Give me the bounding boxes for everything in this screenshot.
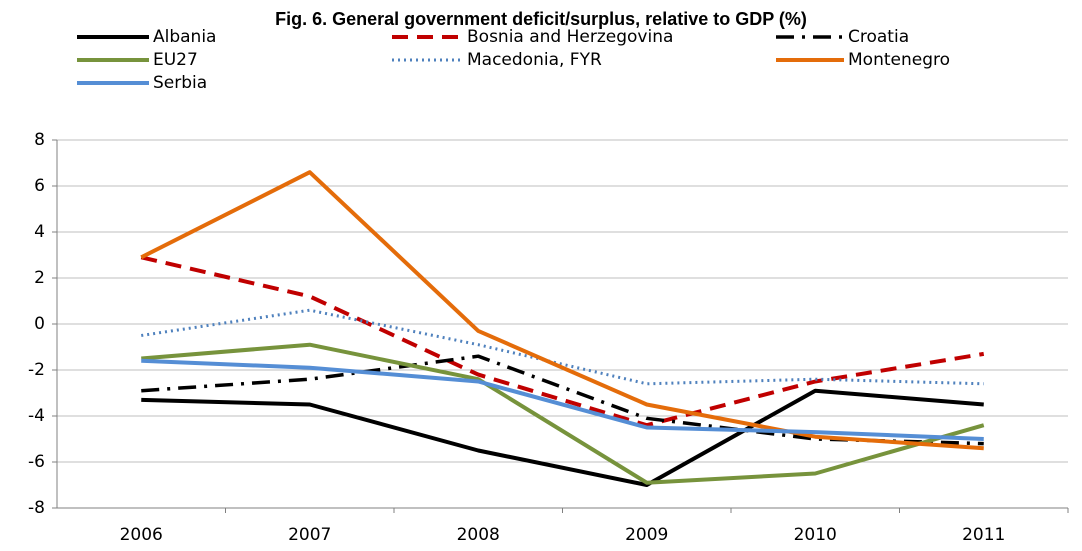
- series-line: [141, 358, 984, 441]
- y-tick-label: -4: [28, 406, 45, 426]
- legend-label: Macedonia, FYR: [467, 50, 602, 70]
- x-tick-label: 2011: [962, 525, 1005, 545]
- y-tick-label: 6: [34, 176, 45, 196]
- legend-label: Montenegro: [848, 50, 950, 70]
- legend-label: Serbia: [153, 73, 207, 93]
- x-tick-label: 2010: [794, 525, 837, 545]
- legend-label: Croatia: [848, 27, 909, 47]
- chart-title: Fig. 6. General government deficit/surpl…: [275, 9, 807, 29]
- y-tick-label: 0: [34, 314, 45, 334]
- y-tick-label: 2: [34, 268, 45, 288]
- x-tick-label: 2006: [120, 525, 163, 545]
- x-tick-label: 2007: [288, 525, 331, 545]
- y-tick-label: -2: [28, 360, 45, 380]
- x-tick-label: 2008: [457, 525, 500, 545]
- x-tick-label: 2009: [625, 525, 668, 545]
- y-tick-label: -8: [28, 498, 45, 518]
- legend-label: Albania: [153, 27, 216, 47]
- legend-label: Bosnia and Herzegovina: [467, 27, 673, 47]
- legend-label: EU27: [153, 50, 198, 70]
- y-tick-label: -6: [28, 452, 45, 472]
- series-line: [140, 170, 984, 451]
- y-tick-label: 8: [34, 130, 45, 150]
- series-line: [141, 388, 984, 487]
- y-tick-label: 4: [34, 222, 45, 242]
- series-line: [141, 342, 985, 485]
- series-line: [140, 255, 985, 428]
